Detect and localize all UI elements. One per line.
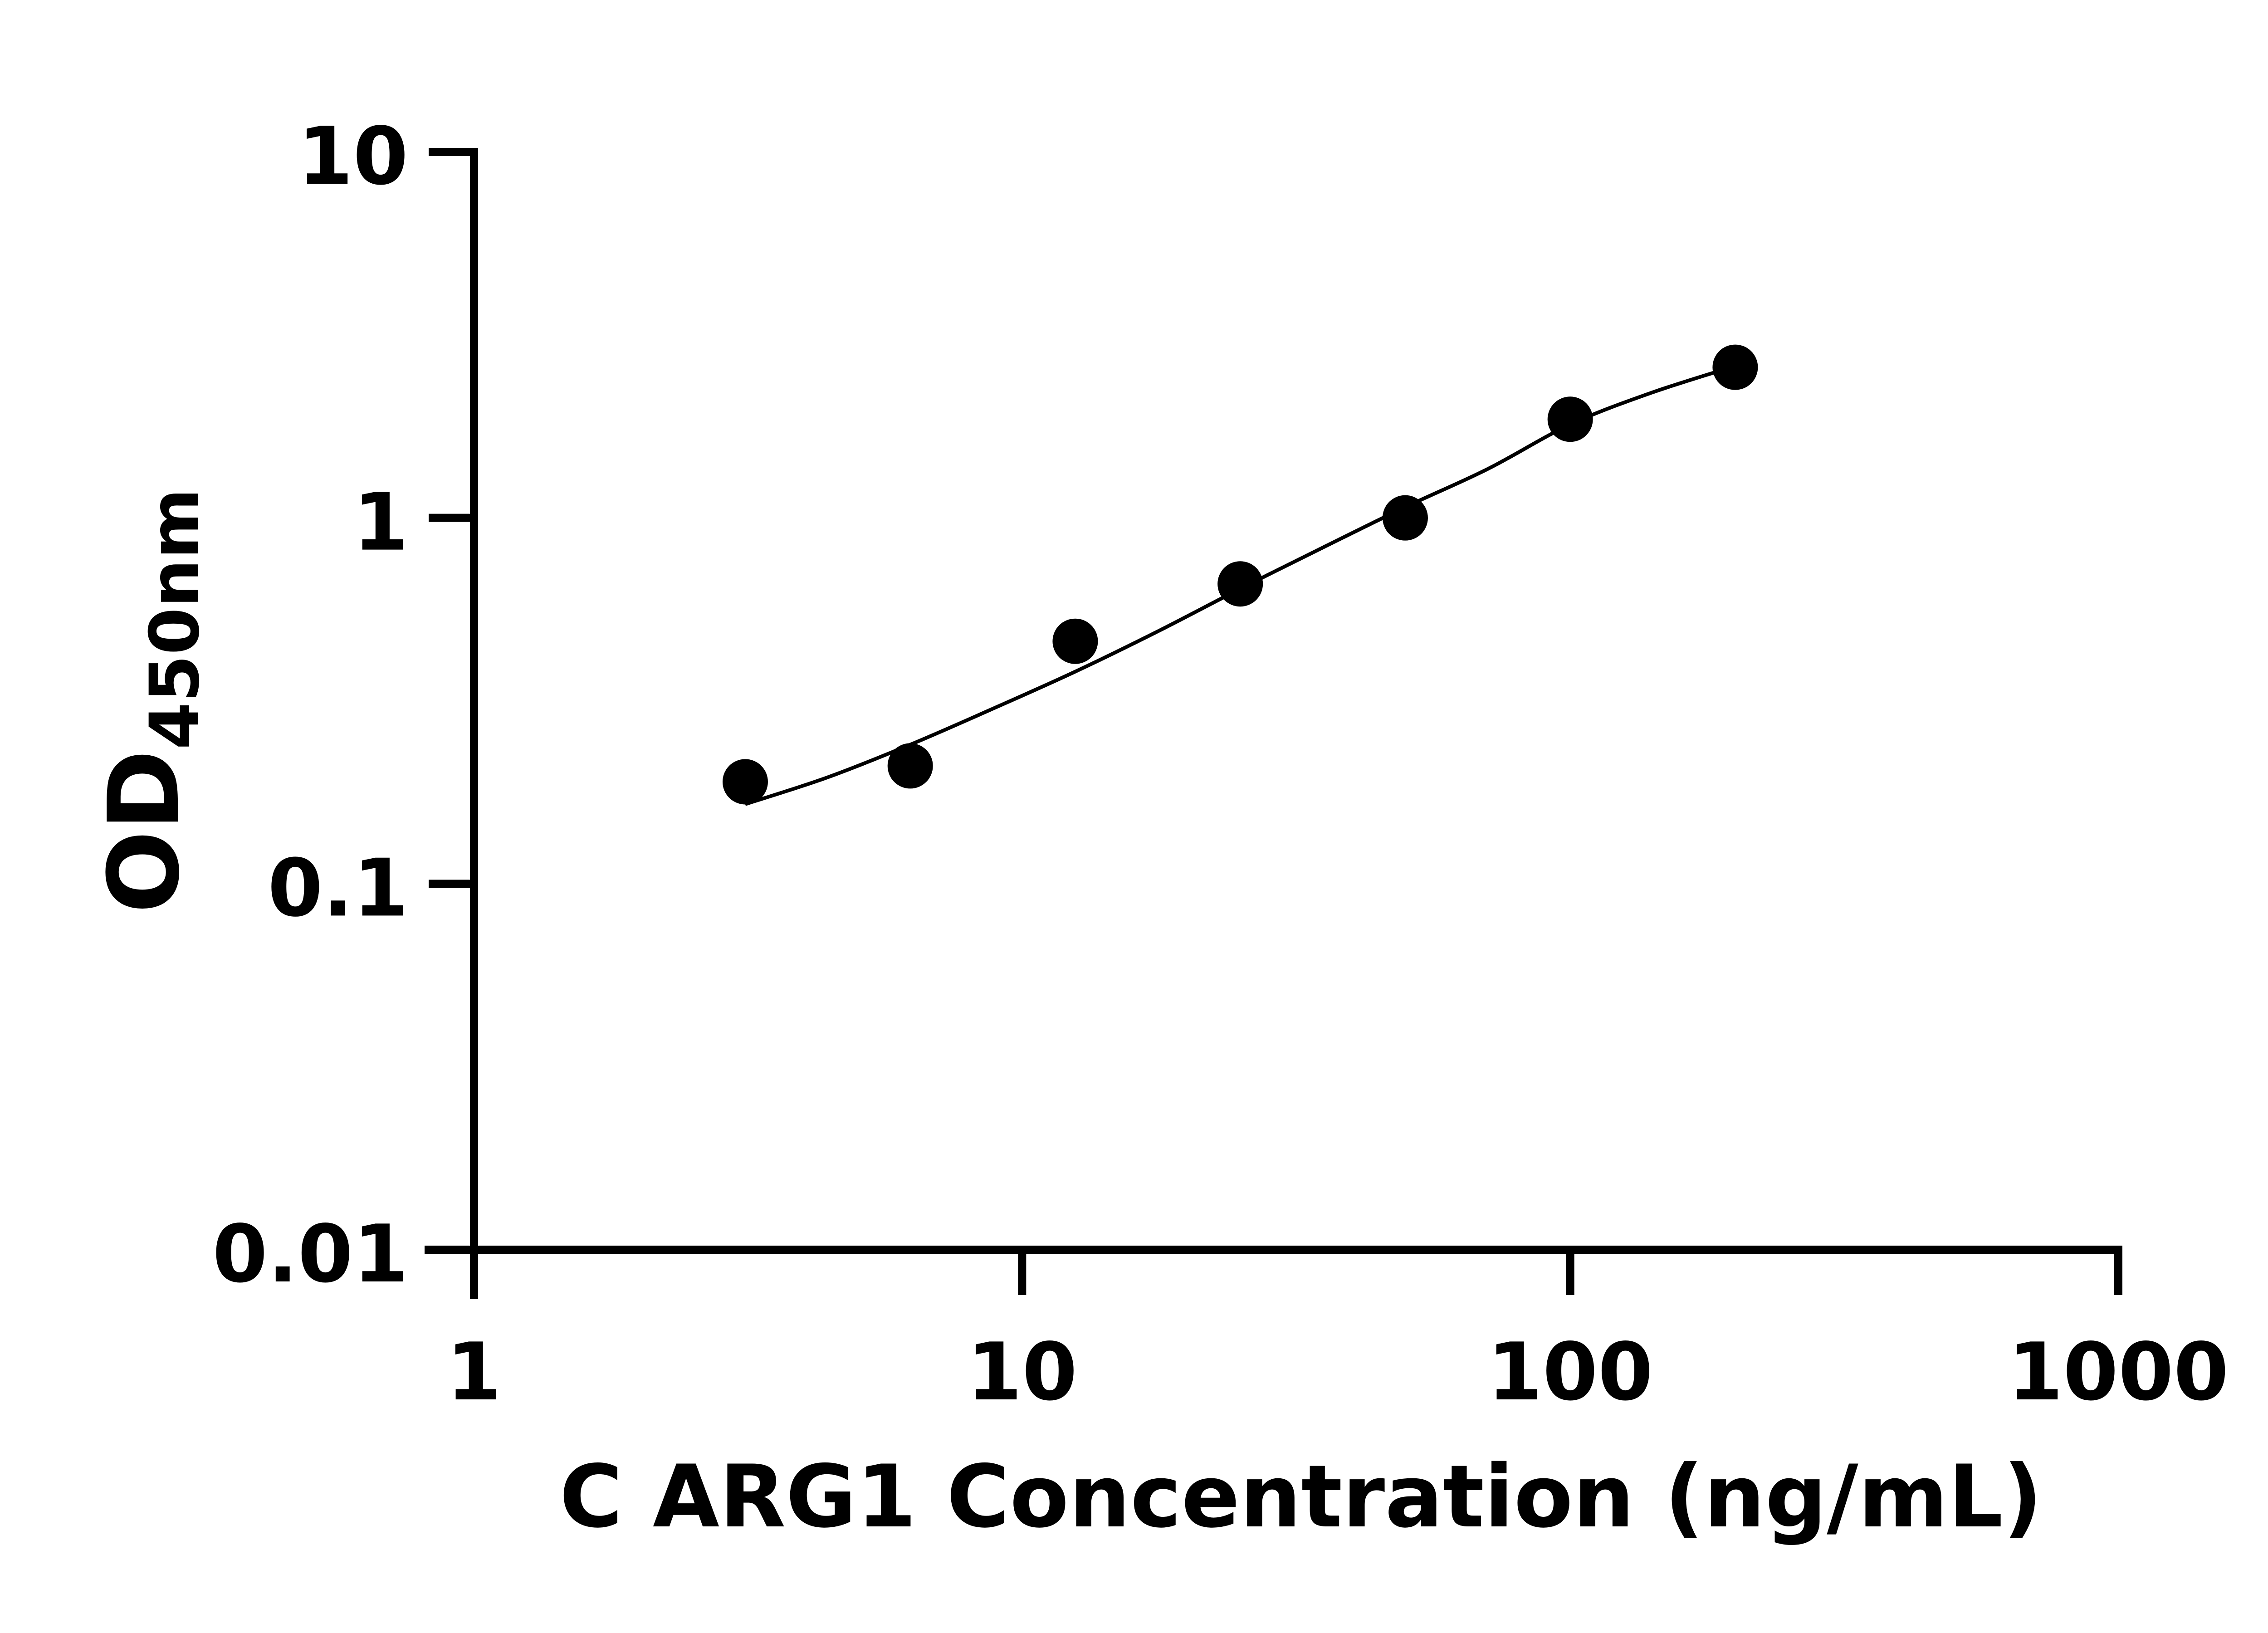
y-tick-label-0: 10: [298, 111, 408, 203]
data-point-1: [887, 743, 933, 789]
axes: [425, 148, 2122, 1299]
y-axis-title-subscript: 450nm: [136, 488, 215, 749]
data-point-6: [1712, 344, 1758, 390]
x-tick-label-3: 1000: [2008, 1326, 2229, 1418]
y-tick-label-1: 1: [353, 477, 408, 569]
x-tick-label-1: 10: [967, 1326, 1078, 1418]
x-axis-title: C ARG1 Concentration (ng/mL): [559, 1447, 2042, 1547]
y-tick-label-3: 0.01: [212, 1208, 408, 1301]
data-point-2: [1052, 618, 1098, 664]
data-point-5: [1547, 396, 1593, 442]
y-axis-title: OD450nm: [87, 488, 215, 913]
tick-marks: [429, 148, 2122, 1295]
data-points: [722, 344, 1758, 805]
data-point-4: [1382, 495, 1428, 541]
y-tick-label-2: 0.1: [268, 842, 408, 934]
x-tick-label-2: 100: [1487, 1326, 1653, 1418]
tick-labels: 10 1 0.1 0.01 1 10 100 1000: [212, 111, 2229, 1418]
data-point-3: [1217, 561, 1263, 607]
data-point-0: [722, 759, 768, 805]
x-tick-label-0: 1: [446, 1326, 502, 1418]
y-axis-title-main: OD: [87, 749, 201, 913]
